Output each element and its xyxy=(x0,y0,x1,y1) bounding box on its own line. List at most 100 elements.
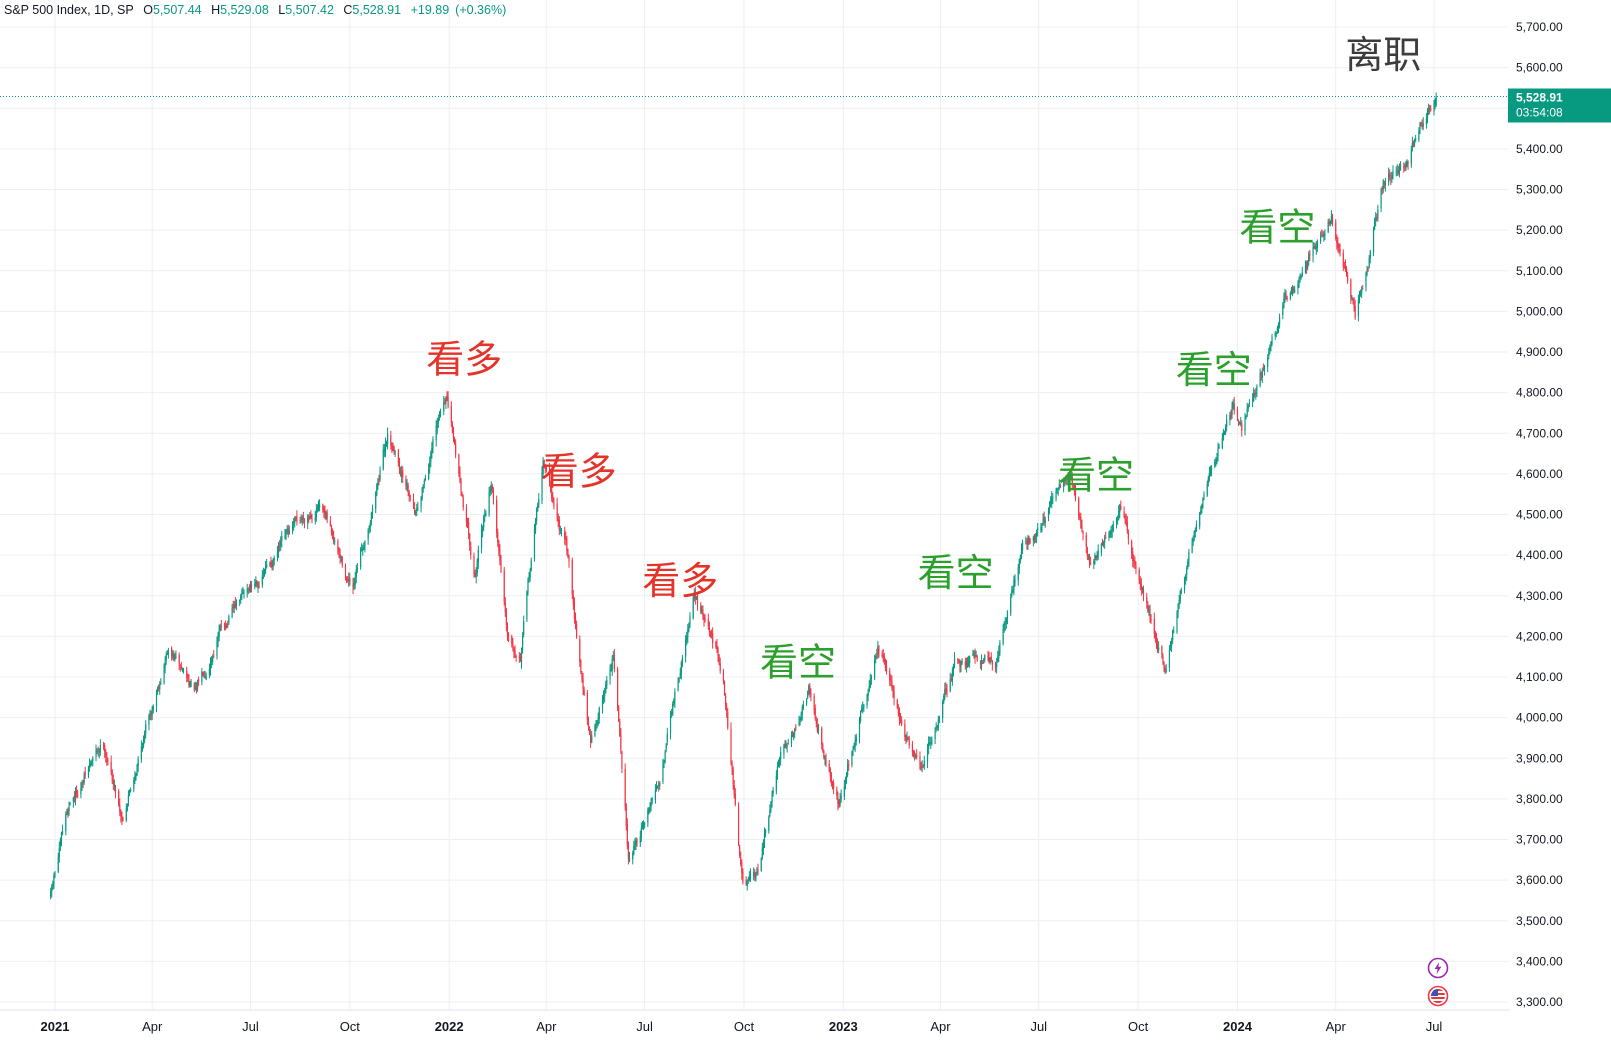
candle xyxy=(417,501,419,512)
candle xyxy=(118,788,120,807)
candle xyxy=(787,738,789,745)
candle xyxy=(469,532,471,551)
candle xyxy=(854,734,856,752)
candle xyxy=(1324,229,1326,241)
candle xyxy=(423,478,425,489)
annotation-label: 离职 xyxy=(1345,33,1421,77)
candle xyxy=(1021,539,1024,555)
candle xyxy=(73,791,76,803)
candle xyxy=(246,583,248,598)
candle xyxy=(545,464,547,473)
lightning-icon[interactable] xyxy=(1427,957,1449,979)
candle xyxy=(1231,401,1233,419)
candle xyxy=(1150,614,1152,624)
candle xyxy=(128,789,131,797)
candle xyxy=(1005,617,1007,629)
candle xyxy=(1255,388,1257,400)
candle xyxy=(1085,532,1087,554)
x-tick-label: Oct xyxy=(734,1019,755,1034)
candle xyxy=(1108,531,1110,541)
candle xyxy=(1376,213,1378,222)
candle xyxy=(1138,567,1140,584)
candle xyxy=(942,699,944,723)
candle xyxy=(612,650,614,662)
candle xyxy=(254,578,256,590)
candle xyxy=(303,518,306,529)
candle xyxy=(575,620,578,639)
candle xyxy=(1094,552,1096,565)
candle xyxy=(801,704,803,721)
candle xyxy=(791,730,794,738)
candle xyxy=(877,640,879,659)
candle xyxy=(1390,172,1392,186)
candle xyxy=(209,657,212,676)
candle xyxy=(354,571,356,590)
candle xyxy=(461,491,463,498)
candle xyxy=(415,509,417,517)
y-axis[interactable]: 5,700.00 5,600.00 5,400.00 5,300.00 5,200.00… xyxy=(1508,0,1611,1064)
candle xyxy=(613,648,615,673)
candle xyxy=(883,652,885,665)
candle xyxy=(122,816,124,822)
candle xyxy=(665,742,667,753)
candle xyxy=(65,811,67,836)
candle xyxy=(1187,558,1189,570)
candle xyxy=(892,684,894,698)
candle xyxy=(837,791,839,811)
candle xyxy=(1133,554,1135,568)
candle xyxy=(1271,333,1273,347)
x-tick-label: Apr xyxy=(536,1019,557,1034)
us-flag-icon[interactable] xyxy=(1427,985,1449,1007)
candle xyxy=(387,427,389,450)
candle xyxy=(1289,291,1291,301)
candle xyxy=(352,577,354,595)
candle xyxy=(181,667,184,673)
candle xyxy=(97,746,99,757)
candle xyxy=(189,680,191,688)
candle xyxy=(769,804,771,818)
candle xyxy=(1222,428,1225,441)
candle xyxy=(309,512,311,520)
candle xyxy=(315,504,317,522)
candle xyxy=(1135,561,1137,574)
candle xyxy=(1361,286,1363,299)
candle xyxy=(559,525,561,535)
y-tick-label: 5,700.00 xyxy=(1516,20,1563,34)
candle xyxy=(761,842,763,861)
candle xyxy=(262,567,265,580)
x-tick-label: 2021 xyxy=(41,1019,70,1034)
x-axis[interactable]: 2021 Apr Jul Oct 2022 Apr Jul Oct 2023 Apr Jul Oct 2… xyxy=(0,1009,1510,1064)
candle xyxy=(296,510,298,526)
candle xyxy=(1412,140,1415,148)
candle xyxy=(482,525,484,538)
candle xyxy=(727,708,729,730)
candle xyxy=(212,654,214,665)
candle xyxy=(96,748,98,755)
candle xyxy=(72,796,74,808)
y-tick-label: 4,800.00 xyxy=(1516,386,1563,400)
candle xyxy=(329,515,331,527)
symbol-title[interactable]: S&P 500 Index, 1D, SP xyxy=(4,3,134,17)
candle xyxy=(430,450,432,468)
candle xyxy=(764,828,767,838)
candle xyxy=(996,657,998,674)
candle xyxy=(852,745,854,756)
candle xyxy=(582,673,584,696)
candle xyxy=(969,655,971,668)
candle xyxy=(552,492,554,504)
candle xyxy=(1134,556,1136,569)
candle xyxy=(514,645,516,658)
candle xyxy=(1214,458,1216,469)
candle xyxy=(1380,187,1382,212)
candle xyxy=(325,510,327,521)
candle xyxy=(1004,617,1006,631)
candle xyxy=(557,513,559,528)
candle xyxy=(1308,251,1310,266)
candle xyxy=(1407,160,1409,170)
candle xyxy=(1435,92,1437,108)
candle xyxy=(964,657,966,670)
candle xyxy=(528,572,530,583)
